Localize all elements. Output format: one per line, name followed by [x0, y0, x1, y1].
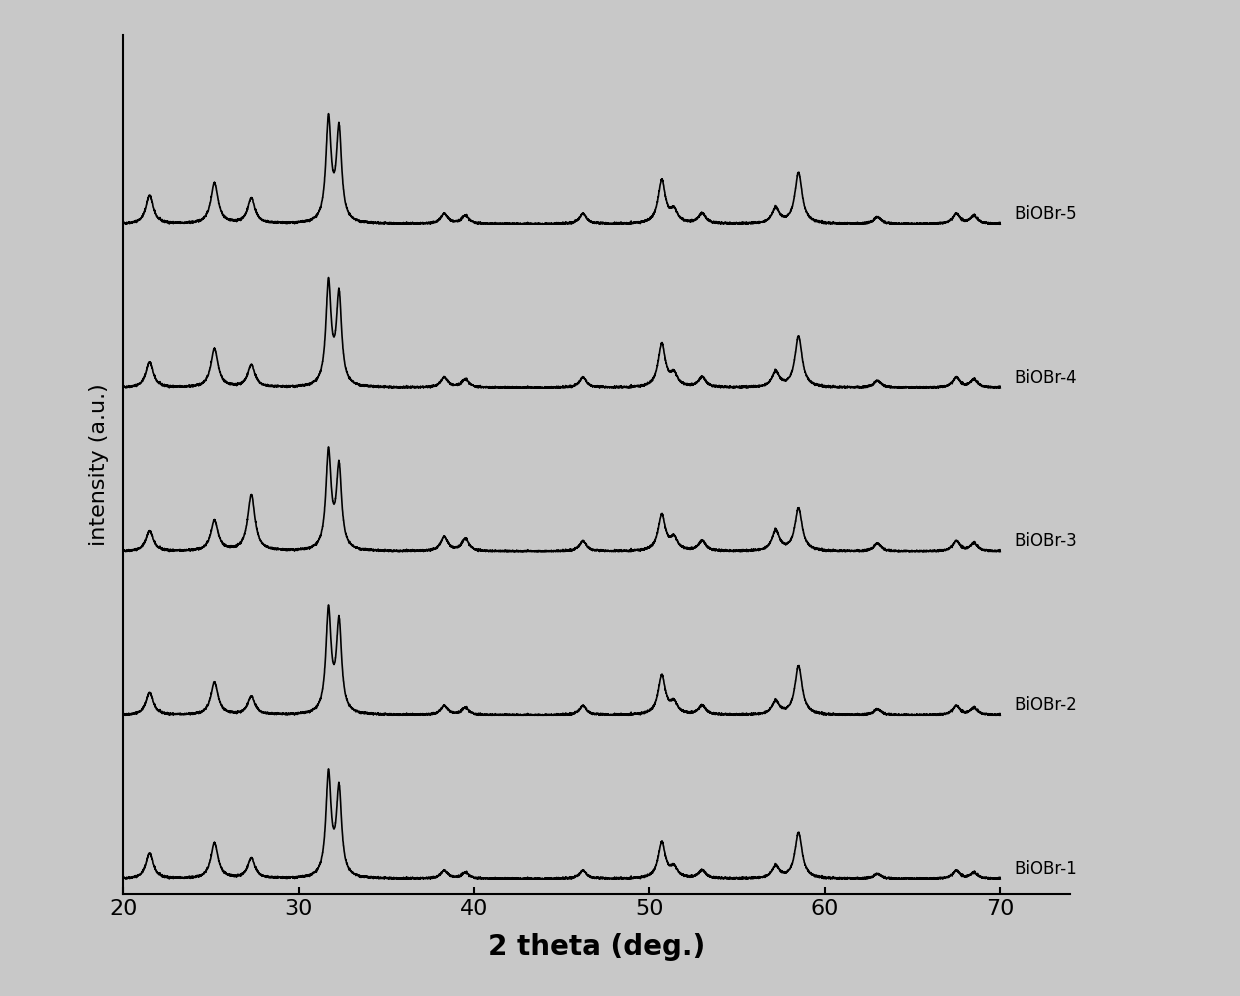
X-axis label: 2 theta (deg.): 2 theta (deg.) [489, 933, 706, 961]
Text: BiOBr-4: BiOBr-4 [1014, 369, 1076, 386]
Text: BiOBr-5: BiOBr-5 [1014, 205, 1076, 223]
Text: BiOBr-1: BiOBr-1 [1014, 860, 1078, 877]
Y-axis label: intensity (a.u.): intensity (a.u.) [89, 383, 109, 546]
Text: BiOBr-3: BiOBr-3 [1014, 532, 1078, 551]
Text: BiOBr-2: BiOBr-2 [1014, 696, 1078, 714]
